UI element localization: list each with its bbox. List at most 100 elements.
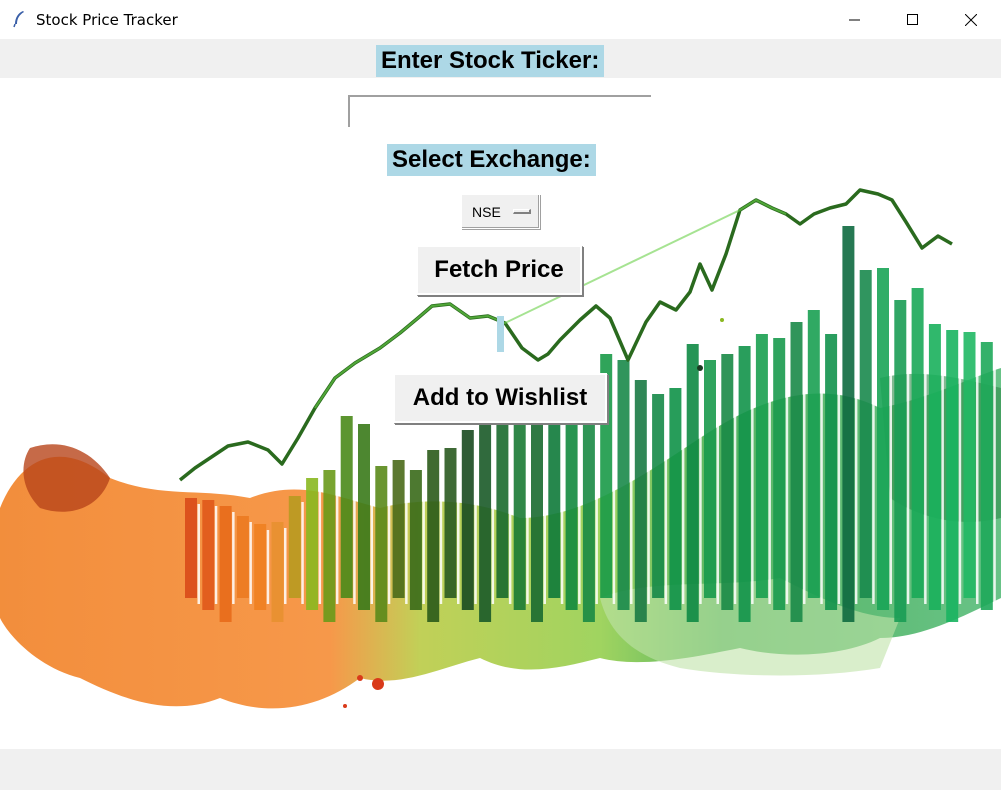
illustration-bar bbox=[669, 388, 682, 610]
illustration-bar bbox=[859, 270, 872, 598]
minimize-button[interactable] bbox=[826, 0, 884, 39]
illustration-bar-highlight bbox=[232, 512, 235, 604]
illustration-bar-highlight bbox=[976, 338, 979, 604]
illustration-bar bbox=[271, 522, 284, 622]
illustration-bar-highlight bbox=[803, 328, 806, 604]
illustration-bar bbox=[704, 360, 716, 598]
illustration-bar-highlight bbox=[854, 232, 858, 604]
illustration-bar-highlight bbox=[733, 360, 737, 604]
exchange-select[interactable]: NSE bbox=[461, 194, 540, 229]
illustration-bar-highlight bbox=[387, 472, 391, 604]
illustration-bar-highlight bbox=[335, 476, 339, 604]
maximize-button[interactable] bbox=[884, 0, 942, 39]
bottom-band bbox=[0, 749, 1001, 790]
add-to-wishlist-button[interactable]: Add to Wishlist bbox=[393, 373, 607, 423]
illustration-bar-highlight bbox=[630, 366, 633, 604]
illustration-bar bbox=[392, 460, 405, 598]
illustration-bar bbox=[980, 342, 993, 610]
illustration-bar-highlight bbox=[941, 330, 944, 604]
illustration-bar-highlight bbox=[889, 274, 892, 604]
illustration-bar-highlight bbox=[837, 340, 841, 604]
illustration-bar-highlight bbox=[301, 502, 304, 604]
illustration-bar-highlight bbox=[318, 484, 322, 604]
illustration-bar-highlight bbox=[457, 454, 460, 604]
client-area: Enter Stock Ticker: Select Exchange: NSE… bbox=[0, 39, 1001, 790]
close-button[interactable] bbox=[942, 0, 1000, 39]
illustration-bar bbox=[236, 516, 249, 598]
illustration-bar bbox=[531, 418, 543, 622]
illustration-bar-highlight bbox=[681, 394, 685, 604]
maximize-icon bbox=[907, 13, 918, 25]
illustration-bar bbox=[686, 344, 699, 622]
illustration-bar-highlight bbox=[214, 506, 218, 604]
illustration-bar-highlight bbox=[768, 340, 771, 604]
illustration-bar bbox=[202, 500, 215, 610]
illustration-bar bbox=[963, 332, 976, 598]
dropdown-indicator-icon bbox=[513, 209, 531, 214]
illustration-bar-highlight bbox=[716, 366, 719, 604]
illustration-bar bbox=[306, 478, 319, 610]
illustration-bar-highlight bbox=[664, 400, 668, 604]
illustration-bar bbox=[617, 360, 630, 610]
illustration-bar bbox=[894, 300, 907, 622]
illustration-bar bbox=[652, 394, 665, 598]
feather-icon bbox=[13, 11, 24, 28]
illustration-bar-highlight bbox=[993, 348, 996, 604]
exchange-selected-value: NSE bbox=[472, 204, 501, 220]
price-result-label bbox=[497, 316, 504, 352]
illustration-bar bbox=[790, 322, 803, 622]
illustration-bar-highlight bbox=[422, 476, 425, 604]
illustration-bar-highlight bbox=[491, 418, 495, 604]
illustration-bar-highlight bbox=[751, 352, 754, 604]
illustration-bar bbox=[461, 430, 474, 610]
illustration-bar-highlight bbox=[353, 422, 356, 604]
illustration-bar bbox=[634, 380, 647, 622]
illustration-bar bbox=[582, 400, 595, 622]
fetch-price-button[interactable]: Fetch Price bbox=[416, 245, 582, 295]
illustration-bar-highlight bbox=[820, 316, 823, 604]
illustration-bar bbox=[721, 354, 734, 610]
bar-group bbox=[185, 226, 996, 622]
ticker-label: Enter Stock Ticker: bbox=[376, 45, 605, 77]
illustration-bar bbox=[496, 404, 509, 598]
illustration-bar bbox=[565, 382, 578, 610]
illustration-bar bbox=[738, 346, 751, 622]
illustration-bar-highlight bbox=[699, 350, 702, 604]
illustration-bar-highlight bbox=[370, 430, 373, 604]
illustration-bar bbox=[323, 470, 336, 622]
illustration-bar bbox=[911, 288, 924, 598]
illustration-bar-highlight bbox=[872, 276, 875, 604]
illustration-bar-highlight bbox=[906, 306, 910, 604]
illustration-bar bbox=[185, 498, 197, 598]
illustration-bar-highlight bbox=[543, 424, 546, 604]
illustration-bar bbox=[807, 310, 820, 598]
ticker-input[interactable] bbox=[348, 95, 651, 127]
illustration-bar bbox=[773, 338, 786, 610]
stock-chart-illustration bbox=[0, 188, 1001, 709]
close-icon bbox=[965, 13, 977, 26]
illustration-bar bbox=[825, 334, 838, 610]
illustration-bar-highlight bbox=[526, 402, 529, 604]
illustration-bar-highlight bbox=[284, 528, 287, 604]
illustration-bar bbox=[842, 226, 855, 622]
illustration-bar bbox=[513, 396, 526, 610]
title-bar: Stock Price Tracker bbox=[0, 0, 1001, 39]
illustration-bar-highlight bbox=[508, 410, 512, 604]
illustration-bar bbox=[288, 496, 301, 598]
illustration-bar-highlight bbox=[647, 386, 650, 604]
illustration-bar bbox=[755, 334, 768, 598]
background-illustration bbox=[0, 78, 1001, 749]
illustration-bar bbox=[340, 416, 353, 598]
minimize-icon bbox=[849, 19, 860, 20]
illustration-bar bbox=[928, 324, 941, 610]
illustration-bar bbox=[479, 412, 492, 622]
illustration-bar-highlight bbox=[474, 436, 477, 604]
illustration-bar bbox=[358, 424, 370, 610]
illustration-bar bbox=[444, 448, 457, 598]
illustration-bar-highlight bbox=[439, 456, 443, 604]
window-title: Stock Price Tracker bbox=[36, 11, 178, 29]
illustration-bar bbox=[946, 330, 959, 622]
illustration-bar bbox=[254, 524, 267, 610]
illustration-bar-highlight bbox=[924, 294, 927, 604]
